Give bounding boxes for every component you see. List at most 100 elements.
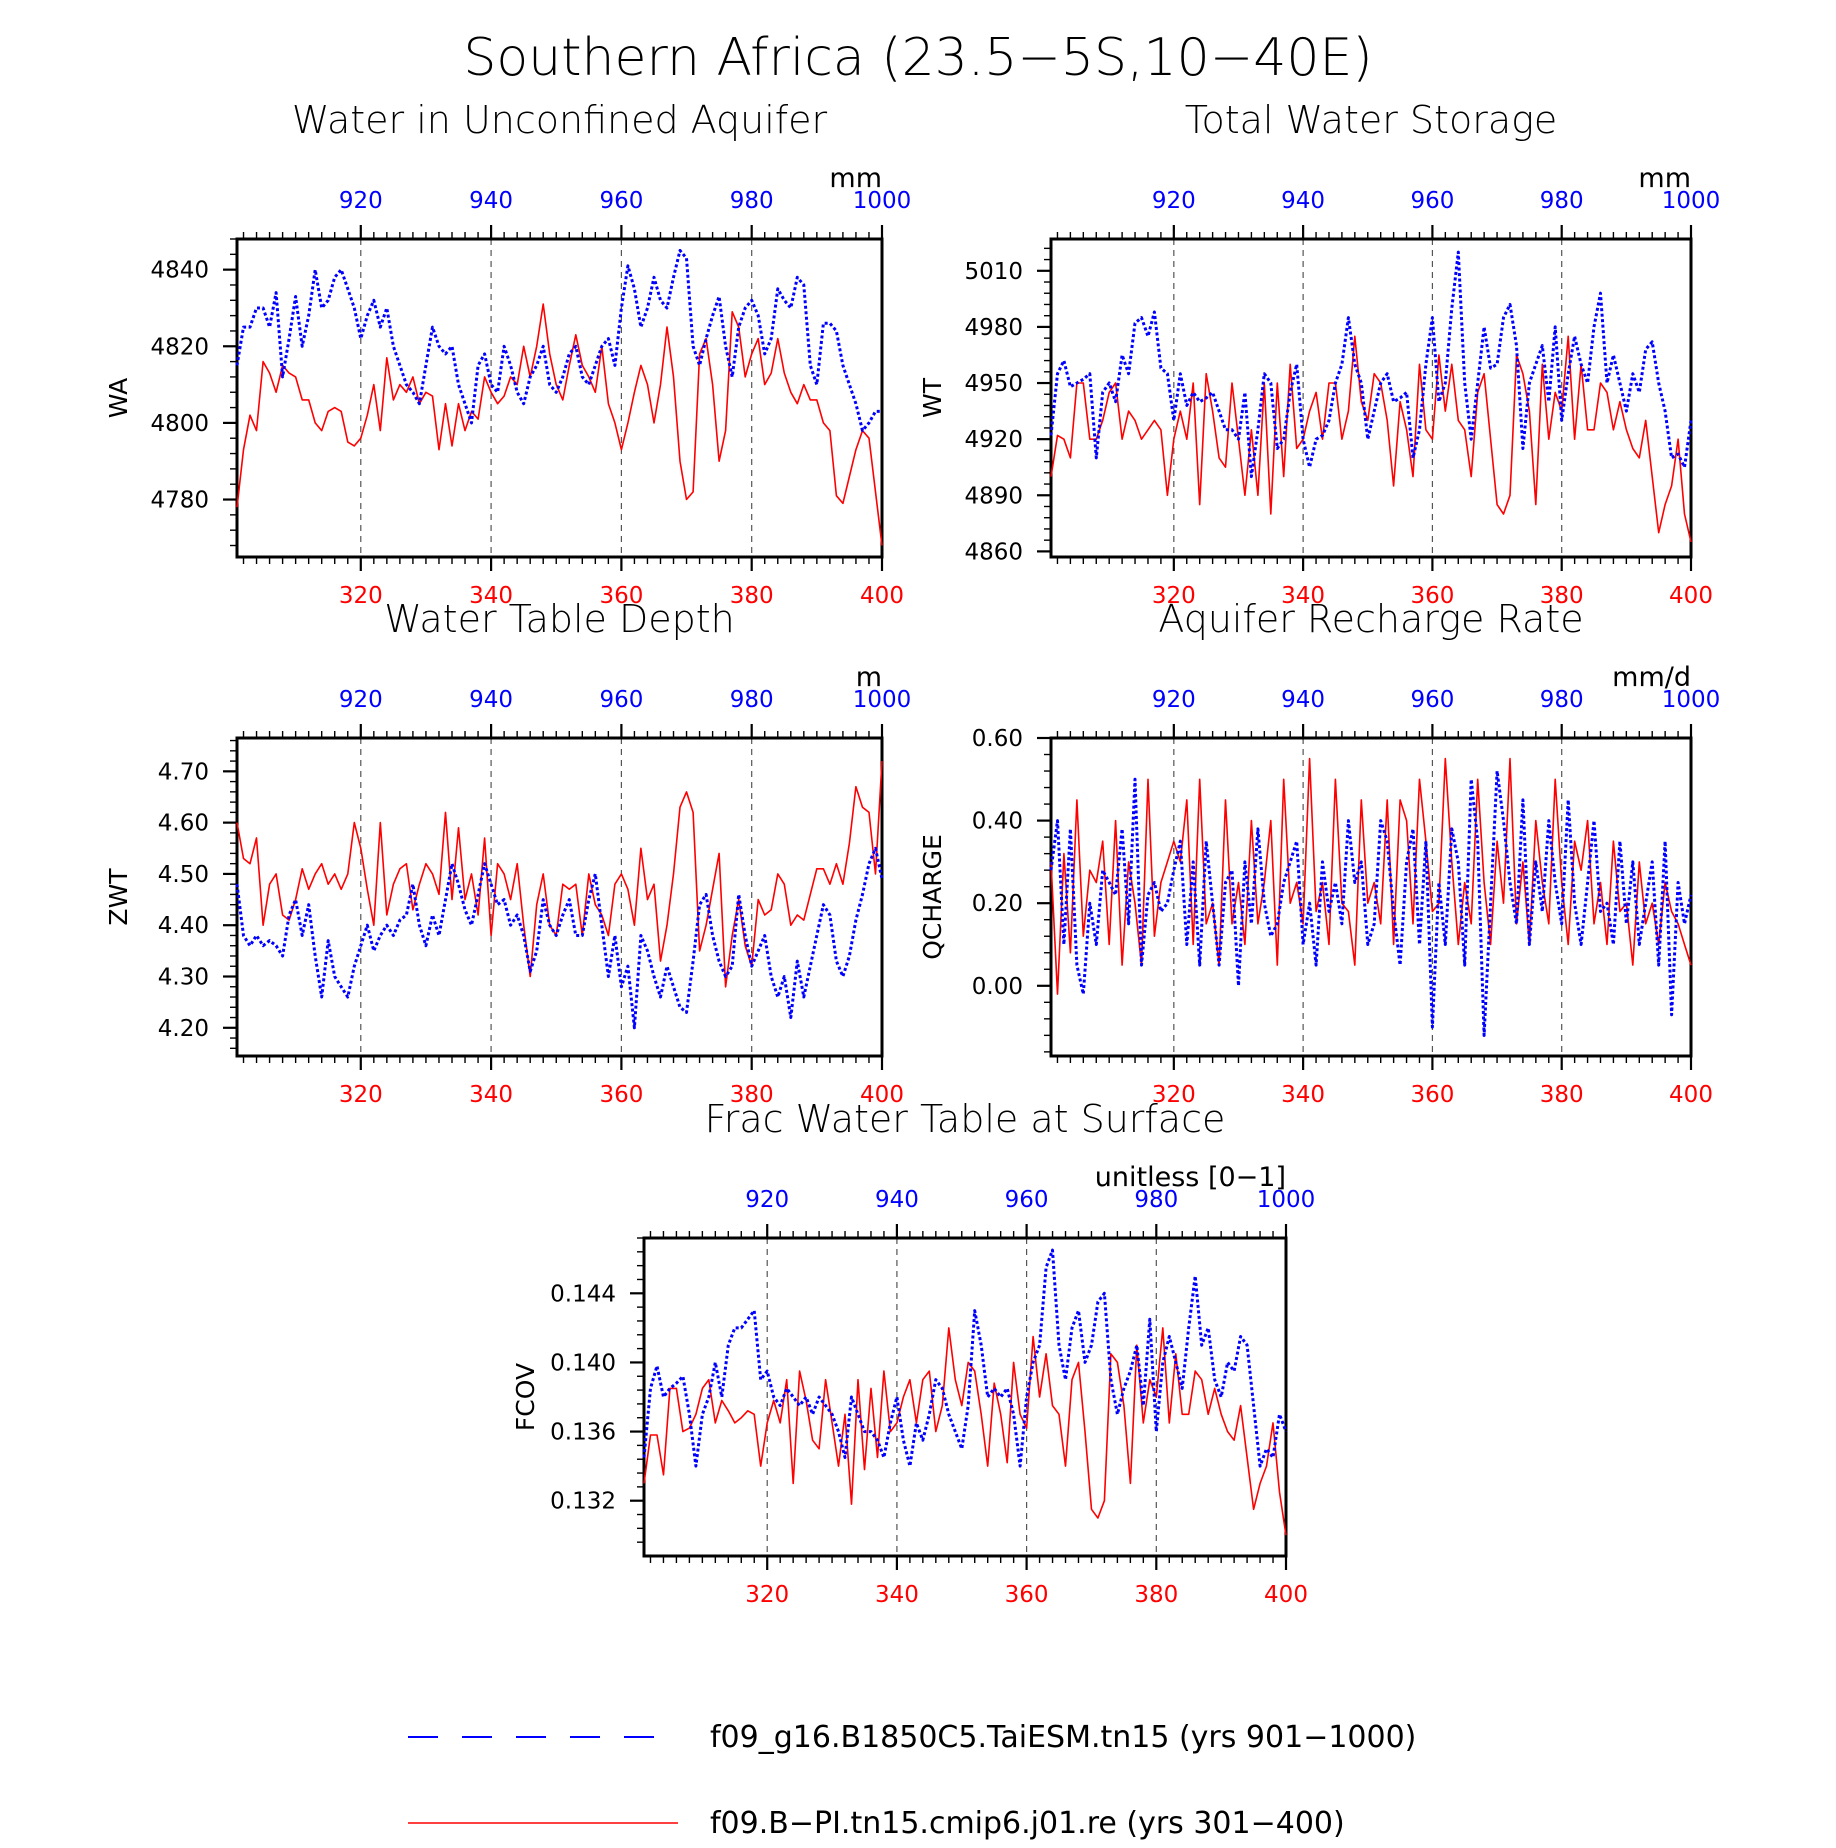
- y-tick-label: 4.70: [158, 759, 209, 785]
- x-tick-label: 340: [1281, 583, 1325, 609]
- y-tick-label: 0.136: [550, 1420, 616, 1446]
- plot-frame: [1049, 736, 1693, 1058]
- series-line-red: [236, 303, 883, 546]
- legend: f09_g16.B1850C5.TaiESM.tn15 (yrs 901−100…: [408, 1720, 1416, 1841]
- y-tick-label: 4840: [150, 258, 209, 284]
- top-x-tick-label: 1000: [1662, 188, 1721, 214]
- y-tick-label: 4800: [150, 411, 209, 437]
- y-tick-label: 4920: [964, 427, 1023, 453]
- x-tick-label: 400: [1264, 1582, 1308, 1608]
- top-x-tick-label: 920: [339, 188, 383, 214]
- y-tick-label: 4.60: [158, 811, 209, 837]
- y-tick-label: 4860: [964, 539, 1023, 565]
- top-x-tick-label: 920: [339, 687, 383, 713]
- x-tick-label: 320: [1152, 583, 1196, 609]
- series-line-blue: [1049, 769, 1693, 1037]
- top-x-tick-label: 1000: [853, 687, 912, 713]
- y-axis-label: ZWT: [104, 868, 133, 926]
- y-axis-label: WT: [918, 377, 947, 418]
- series-line-blue: [642, 1248, 1288, 1468]
- plot-frame: [1049, 237, 1693, 559]
- y-axis-label: WA: [104, 378, 133, 418]
- x-tick-label: 340: [469, 583, 513, 609]
- series-line-red: [236, 761, 883, 988]
- panel-1: Total Water Storage mm WT 320 340 360 380 400 92…: [918, 98, 1720, 609]
- top-x-tick-label: 980: [1540, 188, 1584, 214]
- y-tick-label: 4.40: [158, 913, 209, 939]
- x-tick-label: 340: [1281, 1082, 1325, 1108]
- top-x-tick-label: 1000: [853, 188, 912, 214]
- top-x-tick-label: 980: [730, 687, 774, 713]
- panel-2: Water Table Depth m ZWT 320 340 360 380 400 920 9…: [104, 597, 911, 1108]
- series-line-red: [1050, 335, 1692, 543]
- y-tick-label: 0.144: [550, 1281, 616, 1307]
- top-x-tick-label: 1000: [1662, 687, 1721, 713]
- top-x-tick-label: 1000: [1257, 1187, 1316, 1213]
- panel-4: Frac Water Table at Surface unitless [0−1…: [511, 1097, 1315, 1608]
- y-tick-label: 4950: [964, 371, 1023, 397]
- x-tick-label: 340: [875, 1582, 919, 1608]
- x-tick-label: 400: [860, 1082, 904, 1108]
- y-tick-label: 4.50: [158, 862, 209, 888]
- top-x-tick-label: 980: [730, 188, 774, 214]
- y-tick-label: 4780: [150, 488, 209, 514]
- x-tick-label: 380: [730, 583, 774, 609]
- units-label: unitless [0−1]: [1095, 1162, 1286, 1193]
- x-tick-label: 380: [1134, 1582, 1178, 1608]
- x-tick-label: 320: [339, 583, 383, 609]
- legend-label-1: f09.B−PI.tn15.cmip6.j01.re (yrs 301−400): [710, 1806, 1345, 1841]
- x-tick-label: 360: [1410, 583, 1454, 609]
- panel-title: Water Table Depth: [384, 597, 735, 641]
- series-line-blue: [235, 846, 884, 1030]
- top-x-tick-label: 960: [1410, 687, 1454, 713]
- y-tick-label: 0.00: [972, 974, 1023, 1000]
- top-x-tick-label: 960: [599, 188, 643, 214]
- top-x-tick-label: 940: [1281, 188, 1325, 214]
- x-tick-label: 380: [730, 1082, 774, 1108]
- plot-frame: [235, 736, 884, 1058]
- top-x-tick-label: 960: [1410, 188, 1454, 214]
- x-tick-label: 400: [860, 583, 904, 609]
- y-tick-label: 5010: [964, 259, 1023, 285]
- y-tick-label: 4890: [964, 483, 1023, 509]
- y-tick-label: 4820: [150, 334, 209, 360]
- series-line-blue: [235, 249, 882, 433]
- x-tick-label: 320: [1152, 1082, 1196, 1108]
- y-tick-label: 0.60: [972, 726, 1023, 752]
- panel-3: Aquifer Recharge Rate mm/d QCHARGE 320 340 36…: [918, 597, 1720, 1108]
- y-axis-label: FCOV: [511, 1363, 540, 1431]
- x-tick-label: 360: [599, 1082, 643, 1108]
- top-x-tick-label: 940: [469, 687, 513, 713]
- units-label: mm: [829, 163, 882, 194]
- legend-label-0: f09_g16.B1850C5.TaiESM.tn15 (yrs 901−100…: [710, 1720, 1416, 1755]
- top-x-tick-label: 960: [599, 687, 643, 713]
- series-line-red: [643, 1327, 1287, 1536]
- top-x-tick-label: 980: [1540, 687, 1584, 713]
- units-label: m: [856, 662, 882, 693]
- series-line-blue: [1049, 250, 1693, 479]
- series-line-red: [1050, 757, 1692, 995]
- x-tick-label: 360: [599, 583, 643, 609]
- x-tick-label: 380: [1540, 583, 1584, 609]
- top-x-tick-label: 980: [1134, 1187, 1178, 1213]
- panel-title: Aquifer Recharge Rate: [1158, 597, 1583, 641]
- x-tick-label: 320: [339, 1082, 383, 1108]
- y-axis-label: QCHARGE: [918, 834, 947, 960]
- plot-frame: [235, 237, 884, 559]
- y-tick-label: 0.40: [972, 809, 1023, 835]
- panel-title: Total Water Storage: [1185, 98, 1558, 142]
- y-tick-label: 4980: [964, 315, 1023, 341]
- x-tick-label: 380: [1540, 1082, 1584, 1108]
- y-tick-label: 0.132: [550, 1489, 616, 1515]
- top-x-tick-label: 920: [745, 1187, 789, 1213]
- plot-frame: [642, 1236, 1288, 1558]
- panel-title: Water in Unconfined Aquifer: [292, 98, 828, 142]
- x-tick-label: 400: [1669, 1082, 1713, 1108]
- y-tick-label: 0.140: [550, 1350, 616, 1376]
- x-tick-label: 340: [469, 1082, 513, 1108]
- x-tick-label: 360: [1410, 1082, 1454, 1108]
- units-label: mm/d: [1612, 662, 1691, 693]
